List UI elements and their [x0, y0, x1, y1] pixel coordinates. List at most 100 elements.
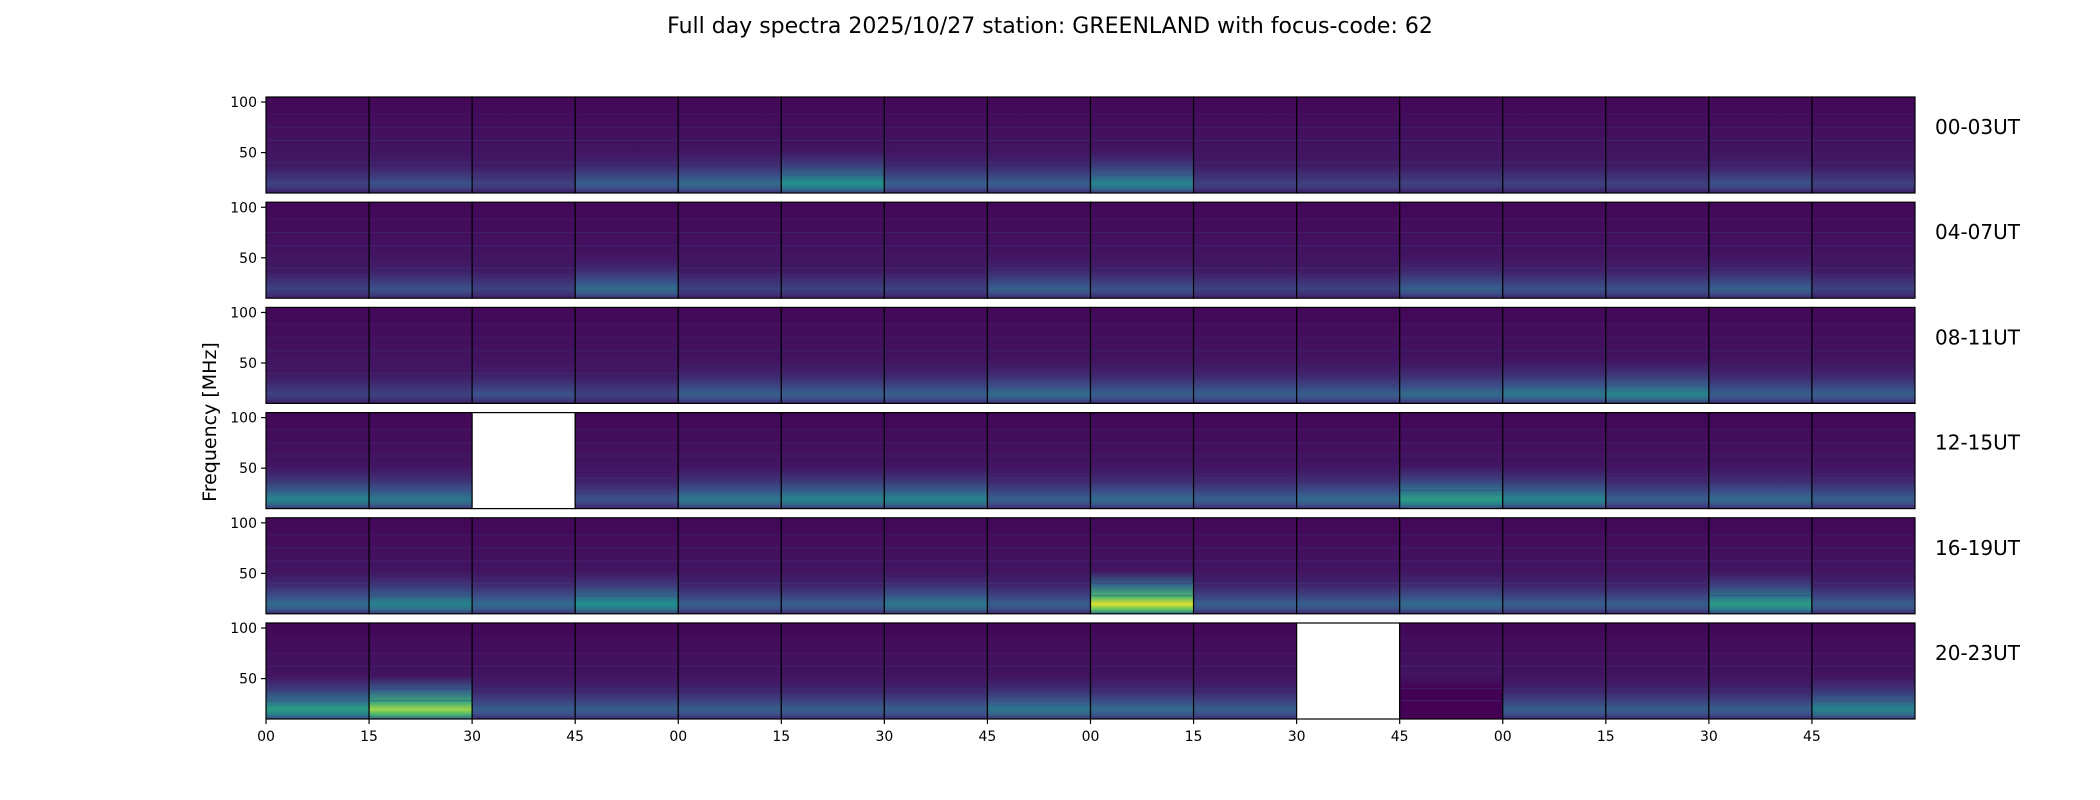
spectra-panel — [368, 517, 473, 615]
row-label: 16-19UT — [1935, 536, 2021, 560]
spectra-panel — [1089, 96, 1195, 194]
spectra-panels: 50 100 00-03UT 50 100 04-07UT 50 100 08-11UT 50 10… — [230, 95, 2021, 720]
row-label: 12-15UT — [1935, 431, 2021, 455]
spectra-panel — [1811, 412, 1916, 510]
x-tick-label: 45 — [1391, 729, 1409, 745]
spectra-panel — [1192, 96, 1298, 194]
spectra-panel — [1399, 622, 1504, 720]
spectra-panel — [677, 201, 782, 299]
spectra-panel-empty — [471, 412, 576, 510]
spectra-panel — [265, 517, 370, 615]
chart-title: Full day spectra 2025/10/27 station: GRE… — [667, 14, 1433, 39]
spectra-panel — [1605, 517, 1710, 615]
spectra-panel — [1605, 306, 1710, 404]
spectra-panel — [1502, 306, 1607, 404]
spectra-panel — [574, 201, 679, 299]
spectra-panel — [1605, 412, 1710, 510]
spectra-panel — [986, 96, 1092, 194]
spectra-panel — [368, 306, 473, 404]
spectra-panel — [1089, 201, 1195, 299]
x-tick-label: 00 — [669, 729, 687, 745]
spectra-row: 50 100 08-11UT — [230, 305, 2021, 404]
spectra-panel — [1811, 306, 1916, 404]
y-tick-label: 50 — [239, 146, 257, 162]
spectra-panel — [986, 306, 1092, 404]
spectra-panel — [986, 201, 1092, 299]
spectra-panel — [1502, 517, 1607, 615]
spectra-panel — [1296, 517, 1401, 615]
spectra-panel — [1296, 412, 1401, 510]
spectra-panel — [1502, 622, 1607, 720]
x-tick-label: 00 — [1082, 729, 1100, 745]
spectra-panel — [1296, 96, 1401, 194]
y-tick-label: 100 — [230, 621, 257, 637]
spectra-panel — [986, 412, 1092, 510]
spectra-panel — [574, 412, 679, 510]
spectra-panel — [265, 306, 370, 404]
spectra-panel — [1708, 201, 1813, 299]
y-axis-label: Frequency [MHz] — [199, 342, 221, 502]
x-tick-label: 15 — [772, 729, 790, 745]
spectra-panel — [368, 96, 473, 194]
x-tick-label: 45 — [979, 729, 997, 745]
spectra-panel — [1399, 201, 1504, 299]
spectra-panel — [574, 306, 679, 404]
spectra-panel — [677, 306, 782, 404]
spectra-panel — [1811, 201, 1916, 299]
spectra-row: 50 100 00-03UT — [230, 95, 2021, 194]
spectra-panel — [1811, 622, 1916, 720]
spectra-panel — [1296, 306, 1401, 404]
spectra-panel — [471, 96, 576, 194]
row-label: 08-11UT — [1935, 325, 2021, 349]
y-tick-label: 50 — [239, 356, 257, 372]
spectra-panel — [1708, 306, 1813, 404]
spectra-panel-empty — [1296, 622, 1401, 720]
spectra-panel — [1502, 412, 1607, 510]
row-label: 04-07UT — [1935, 220, 2021, 244]
y-tick-label: 50 — [239, 251, 257, 267]
spectra-panel — [986, 622, 1092, 720]
y-tick-label: 100 — [230, 200, 257, 216]
spectra-panel — [780, 517, 885, 615]
spectra-panel — [883, 306, 989, 404]
spectra-panel — [1296, 201, 1401, 299]
spectra-panel — [883, 622, 989, 720]
x-tick-label: 30 — [1700, 729, 1718, 745]
spectra-panel — [368, 201, 473, 299]
x-tick-label: 15 — [360, 729, 378, 745]
spectra-panel — [1399, 306, 1504, 404]
x-tick-label: 45 — [1803, 729, 1821, 745]
row-label: 00-03UT — [1935, 115, 2021, 139]
x-tick-label: 30 — [1288, 729, 1306, 745]
y-tick-label: 100 — [230, 516, 257, 532]
spectra-panel — [780, 412, 885, 510]
spectra-panel — [368, 622, 473, 720]
x-tick-label: 45 — [566, 729, 584, 745]
spectra-panel — [574, 622, 679, 720]
spectra-panel — [1089, 517, 1195, 615]
x-tick-label: 30 — [463, 729, 481, 745]
x-tick-label: 30 — [875, 729, 893, 745]
spectra-panel — [1708, 517, 1813, 615]
spectra-panel — [677, 412, 782, 510]
spectra-panel — [1708, 412, 1813, 510]
spectra-panel — [1811, 96, 1916, 194]
spectra-panel — [1399, 412, 1504, 510]
spectra-panel — [265, 622, 370, 720]
spectra-panel — [1192, 412, 1298, 510]
spectra-panel — [1192, 306, 1298, 404]
spectra-panel — [265, 96, 370, 194]
spectra-panel — [677, 622, 782, 720]
spectra-panel — [471, 201, 576, 299]
spectra-panel — [1089, 412, 1195, 510]
y-tick-label: 50 — [239, 672, 257, 688]
spectra-panel — [265, 201, 370, 299]
spectra-row: 50 100 20-23UT — [230, 621, 2021, 720]
spectra-panel — [265, 412, 370, 510]
y-tick-label: 50 — [239, 461, 257, 477]
spectra-panel — [1811, 517, 1916, 615]
spectra-row: 50 100 12-15UT — [230, 411, 2021, 510]
y-tick-label: 100 — [230, 411, 257, 427]
spectra-panel — [677, 96, 782, 194]
